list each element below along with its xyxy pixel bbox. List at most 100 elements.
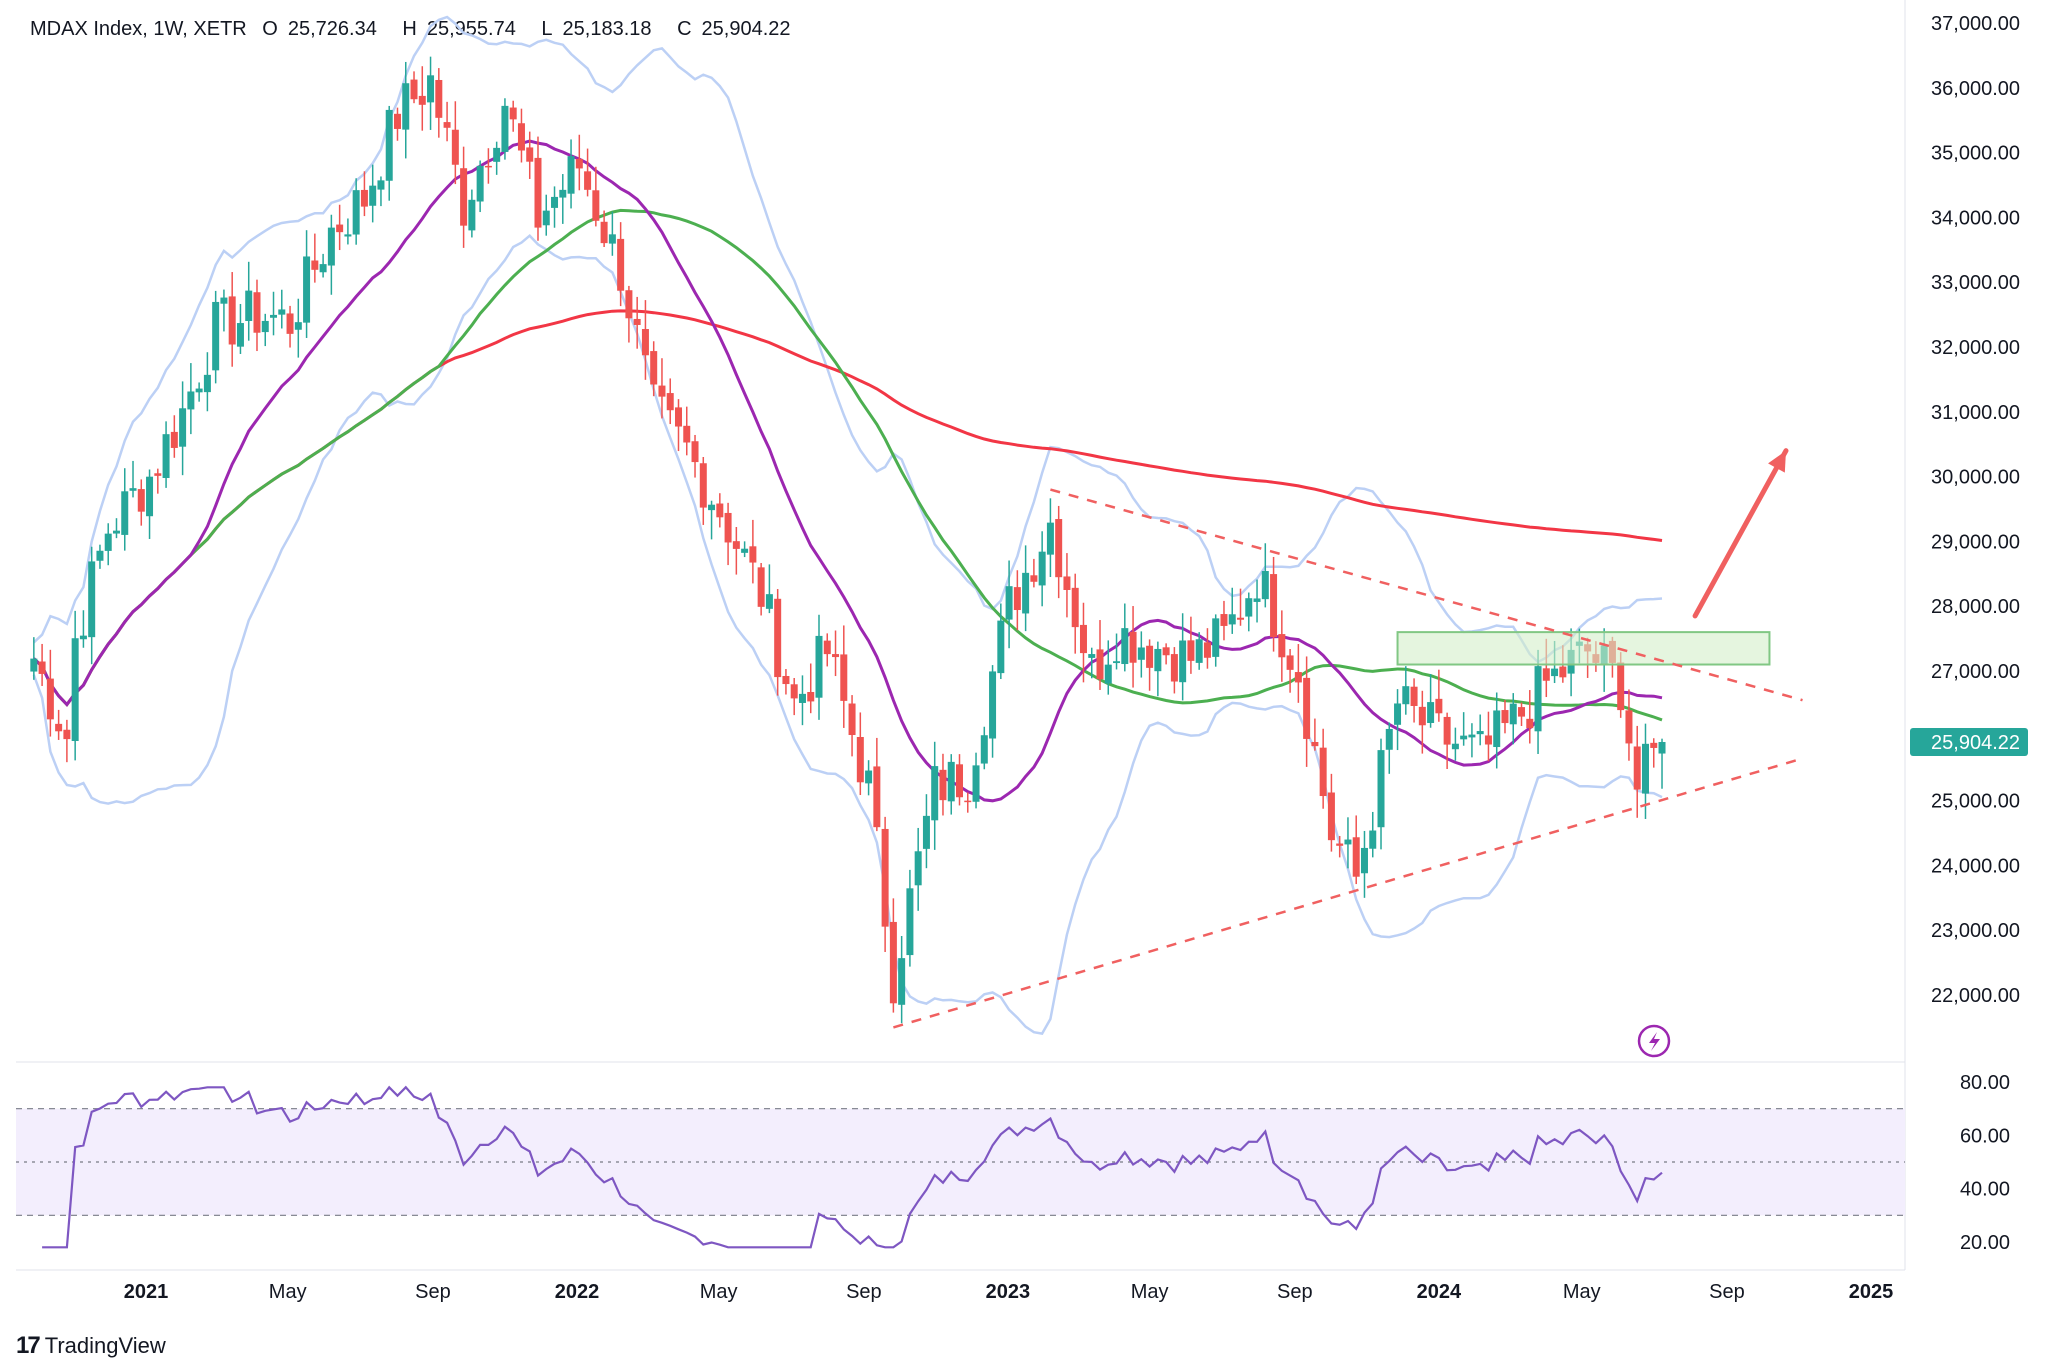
candle-body — [71, 638, 79, 742]
time-tick-label: May — [1563, 1281, 1601, 1303]
candle-body — [708, 504, 716, 511]
price-tick-label: 30,000.00 — [1931, 467, 2020, 489]
candle-body — [1551, 668, 1559, 677]
candle-body — [691, 441, 699, 463]
candle-body — [980, 735, 988, 764]
candle-body — [1476, 731, 1484, 735]
candle-body — [410, 79, 418, 100]
candle-body — [1377, 750, 1385, 828]
candle-body — [55, 723, 63, 732]
candle-body — [534, 157, 542, 228]
candle-body — [1336, 843, 1344, 846]
current-price-tag — [1910, 728, 2028, 757]
candle-body — [212, 301, 220, 371]
ma-short-line — [32, 139, 1663, 803]
candle-body — [889, 921, 897, 1004]
candle-body — [1212, 618, 1220, 657]
candle-body — [658, 385, 666, 397]
bollinger-lower-line — [32, 233, 1663, 1035]
candle-body — [195, 388, 203, 393]
candle-body — [1286, 655, 1294, 670]
candle-body — [832, 654, 840, 658]
candle-body — [699, 463, 707, 508]
candle-body — [1311, 742, 1319, 747]
candle-body — [1410, 686, 1418, 706]
time-tick-label: May — [700, 1281, 738, 1303]
candle-body — [303, 256, 311, 323]
candle-body — [1394, 703, 1402, 725]
candle-body — [757, 567, 765, 607]
candle-body — [104, 533, 112, 551]
high-label: H — [402, 18, 417, 40]
candle-body — [989, 671, 997, 739]
candle-body — [1170, 654, 1178, 682]
upper-trendline — [1050, 488, 1803, 702]
candle-body — [1154, 648, 1162, 672]
open-label: O — [262, 18, 278, 40]
candle-body — [939, 769, 947, 801]
low-label: L — [541, 18, 553, 40]
candle-body — [1468, 734, 1476, 738]
candle-body — [1146, 645, 1154, 668]
candle-body — [1534, 666, 1542, 732]
lightning-bolt-glyph — [1649, 1032, 1660, 1051]
chart-legend: MDAX Index, 1W, XETR O 25,726.34 H 25,955.… — [30, 18, 811, 41]
close-value: C 25,904.22 — [677, 18, 800, 40]
tradingview-brand[interactable]: 17 TradingView — [16, 1332, 166, 1360]
resistance-zone — [1396, 631, 1771, 666]
candle-body — [873, 766, 881, 828]
candle-body — [947, 761, 955, 802]
ma-mid-line — [32, 208, 1663, 722]
candle-body — [418, 95, 426, 105]
candle-body — [38, 661, 46, 674]
candle-body — [567, 156, 575, 194]
breakout-arrow-shaft — [1692, 448, 1789, 619]
candle-body — [1501, 710, 1509, 724]
candle-body — [1203, 642, 1211, 658]
candle-body — [1294, 672, 1302, 683]
candle-body — [1460, 735, 1468, 740]
candle-body — [451, 129, 459, 165]
candle-body — [1278, 634, 1286, 658]
candle-body — [336, 224, 344, 233]
candle-body — [931, 766, 939, 821]
candle-body — [765, 594, 773, 609]
candle-body — [749, 546, 757, 563]
candle-body — [1327, 792, 1335, 841]
rsi-tick-label: 80.00 — [1960, 1072, 2010, 1094]
candle-body — [1493, 710, 1501, 748]
candle-body — [1104, 664, 1112, 684]
candle-body — [1088, 654, 1096, 658]
candle-body — [1658, 742, 1666, 754]
candle-body — [856, 736, 864, 783]
price-tick-label: 29,000.00 — [1931, 531, 2020, 553]
candle-body — [1509, 703, 1517, 725]
candle-body — [509, 107, 517, 120]
candle-body — [1542, 668, 1550, 681]
price-tick-label: 27,000.00 — [1931, 661, 2020, 683]
close-number: 25,904.22 — [701, 18, 791, 40]
candle-body — [559, 189, 567, 198]
candle-body — [741, 548, 749, 553]
lower-trendline — [893, 757, 1803, 1029]
candle-body — [1261, 571, 1269, 600]
candle-body — [641, 329, 649, 356]
candle-body — [617, 238, 625, 291]
high-number: 25,955.74 — [426, 18, 516, 40]
candle-body — [1071, 587, 1079, 628]
candle-body — [1129, 631, 1137, 663]
candle-body — [526, 147, 534, 162]
candle-body — [377, 180, 385, 190]
time-tick-label: May — [1131, 1281, 1169, 1303]
time-tick-label: Sep — [1277, 1281, 1313, 1303]
candle-body — [633, 318, 641, 325]
candle-body — [881, 828, 889, 927]
candle-body — [1187, 640, 1195, 661]
price-tick-label: 28,000.00 — [1931, 596, 2020, 618]
close-label: C — [677, 18, 692, 40]
candle-body — [1046, 522, 1054, 555]
candle-body — [294, 322, 302, 330]
candle-body — [1038, 551, 1046, 586]
candle-body — [625, 290, 633, 319]
